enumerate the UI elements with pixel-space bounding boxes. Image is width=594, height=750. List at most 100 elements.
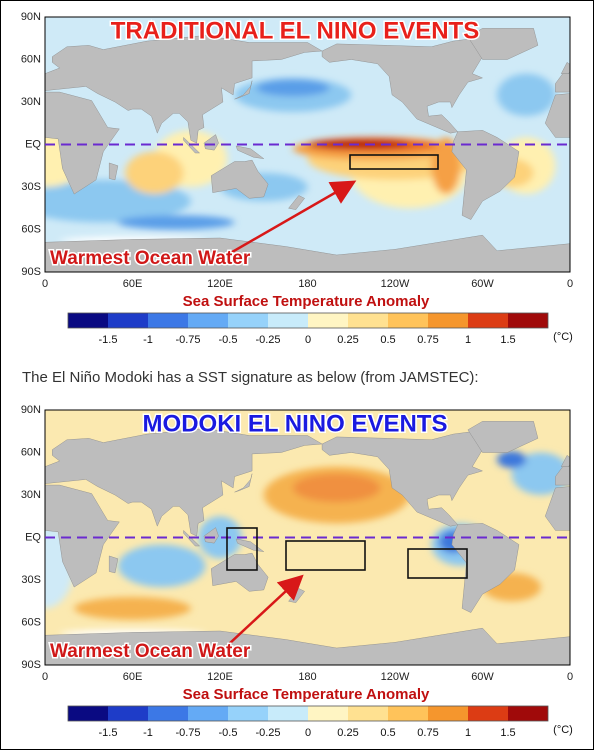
colorbar-swatch (468, 706, 508, 721)
colorbar-frame (67, 312, 549, 329)
colorbar-swatch (348, 313, 388, 328)
colorbar-swatch (268, 313, 308, 328)
colorbar-label: -1.5 (99, 334, 118, 346)
colorbar-swatch (428, 313, 468, 328)
colorbar-swatch (188, 706, 228, 721)
lon-label: 180 (298, 278, 316, 290)
colorbar-label: -0.5 (219, 727, 238, 739)
colorbar-swatch (188, 313, 228, 328)
lat-label: EQ (25, 138, 41, 150)
sst-region (292, 473, 381, 503)
lat-label: 90N (21, 404, 41, 416)
colorbar-label: 0.25 (337, 727, 358, 739)
region-box (407, 548, 468, 579)
colorbar-unit: (°C) (553, 331, 573, 343)
lat-label: 90N (21, 11, 41, 23)
lat-label: 30N (21, 489, 41, 501)
colorbar-swatch (108, 313, 148, 328)
lon-label: 60E (123, 671, 143, 683)
colorbar-swatch (508, 706, 548, 721)
colorbar-swatch (268, 706, 308, 721)
colorbar-swatch (348, 706, 388, 721)
map-title: TRADITIONAL EL NINO EVENTS (111, 17, 479, 44)
sst-region (256, 79, 330, 97)
lat-label: 60S (21, 616, 41, 628)
colorbar-label: 0 (305, 727, 311, 739)
sst-region (74, 597, 191, 620)
lat-label: 90S (21, 659, 41, 671)
map-title: MODOKI EL NINO EVENTS (143, 410, 448, 437)
sst-anomaly (45, 451, 570, 639)
sst-region (198, 516, 242, 559)
colorbar-title: Sea Surface Temperature Anomaly (183, 293, 430, 310)
lon-label: 120W (381, 278, 410, 290)
sst-region (497, 451, 527, 469)
colorbar-label: -0.25 (255, 727, 280, 739)
colorbar-title: Sea Surface Temperature Anomaly (183, 686, 430, 703)
colorbar-swatch (308, 313, 348, 328)
colorbar-label: -0.25 (255, 334, 280, 346)
lon-label: 0 (42, 278, 48, 290)
lon-label: 60E (123, 278, 143, 290)
colorbar-swatch (228, 313, 268, 328)
colorbar-swatch (388, 706, 428, 721)
colorbar-label: 1 (465, 334, 471, 346)
colorbar-label: -0.75 (175, 727, 200, 739)
region-box (285, 540, 366, 571)
sst-region (497, 73, 556, 117)
annotation: Warmest Ocean Water (50, 248, 251, 269)
colorbar-swatch (468, 313, 508, 328)
colorbar-swatch (228, 706, 268, 721)
sst-region (117, 215, 235, 230)
sst-region (117, 544, 206, 588)
colorbar-unit: (°C) (553, 724, 573, 736)
colorbar-swatch (428, 706, 468, 721)
sst-region (125, 151, 184, 195)
lon-label: 60W (471, 278, 494, 290)
caption: The El Niño Modoki has a SST signature a… (22, 369, 479, 386)
colorbar-label: 0.5 (380, 727, 395, 739)
colorbar-swatch (508, 313, 548, 328)
colorbar-swatch (388, 313, 428, 328)
lat-label: 30S (21, 181, 41, 193)
lon-label: 60W (471, 671, 494, 683)
colorbar-label: -1.5 (99, 727, 118, 739)
arrow (219, 180, 357, 261)
lat-label: 90S (21, 266, 41, 278)
colorbar-label: 0.5 (380, 334, 395, 346)
colorbar-swatch (68, 706, 108, 721)
region-box (226, 527, 258, 571)
colorbar-label: -0.75 (175, 334, 200, 346)
lon-label: 0 (42, 671, 48, 683)
colorbar-label: 1.5 (500, 334, 515, 346)
colorbar-label: 0.25 (337, 334, 358, 346)
lon-label: 120W (381, 671, 410, 683)
colorbar-frame (67, 705, 549, 722)
lon-label: 120E (207, 278, 233, 290)
colorbar-label: -1 (143, 727, 153, 739)
lat-label: 30N (21, 96, 41, 108)
colorbar-swatch (308, 706, 348, 721)
colorbar-swatch (68, 313, 108, 328)
lat-label: 60N (21, 446, 41, 458)
lon-label: 180 (298, 671, 316, 683)
colorbar-swatch (108, 706, 148, 721)
region-box (349, 154, 439, 170)
colorbar-swatch (148, 313, 188, 328)
lon-label: 0 (567, 278, 573, 290)
colorbar-label: 0.75 (417, 727, 438, 739)
colorbar-label: -0.5 (219, 334, 238, 346)
colorbar-label: 0 (305, 334, 311, 346)
colorbar-label: 0.75 (417, 334, 438, 346)
colorbar-label: 1.5 (500, 727, 515, 739)
lat-label: 60S (21, 223, 41, 235)
arrow (214, 574, 304, 658)
lat-label: 60N (21, 53, 41, 65)
lon-label: 0 (567, 671, 573, 683)
annotation: Warmest Ocean Water (50, 641, 251, 662)
colorbar-swatch (148, 706, 188, 721)
